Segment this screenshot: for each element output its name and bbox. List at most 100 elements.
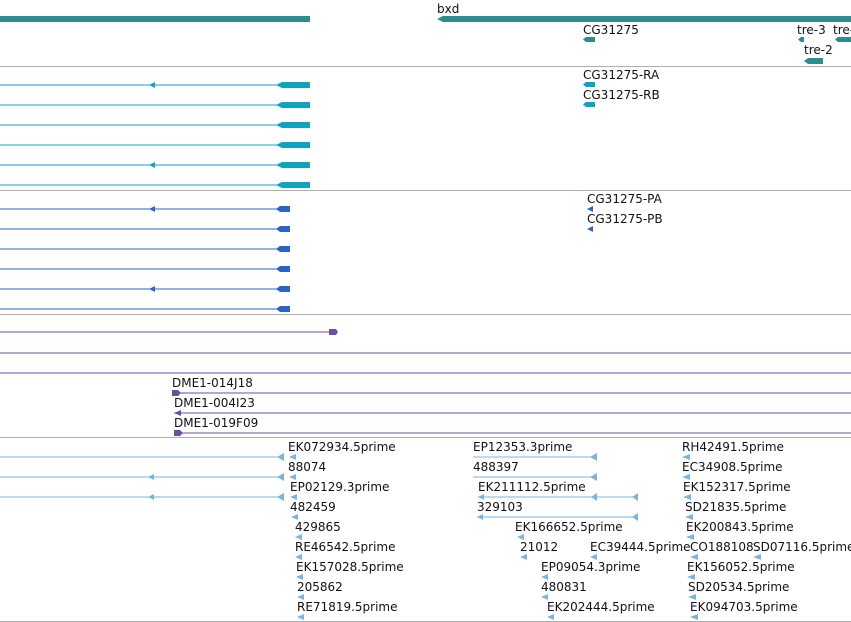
protein-label-pb[interactable]: CG31275-PB [587,212,663,226]
transcript-exon[interactable] [276,122,310,128]
gene-bar-tre-2[interactable] [804,58,823,64]
est-marker[interactable] [632,513,638,521]
est-marker[interactable] [682,474,690,480]
est-label[interactable]: EK152317.5prime [683,480,791,494]
est-label[interactable]: SD07116.5prime [753,540,851,554]
transcript-exon[interactable] [276,162,310,168]
est-marker[interactable] [277,493,284,501]
est-marker[interactable] [690,554,698,560]
est-marker[interactable] [685,514,693,520]
est-marker[interactable] [289,454,296,460]
est-label[interactable]: 329103 [477,500,523,514]
est-marker[interactable] [277,473,284,481]
est-marker[interactable] [590,554,597,560]
est-label[interactable]: 488397 [473,460,519,474]
transcript-feature-ra[interactable] [583,82,595,87]
est-label[interactable]: EC39444.5prime [590,540,691,554]
est-label[interactable]: EC34908.5prime [682,460,783,474]
est-marker[interactable] [687,574,695,580]
protein-block[interactable] [276,226,290,232]
gene-bar-tre-4[interactable] [835,37,851,42]
est-marker[interactable] [295,534,302,540]
transcript-exon[interactable] [276,82,310,88]
clone-start-marker[interactable] [172,390,181,396]
est-label[interactable]: EK166652.5prime [515,520,623,534]
clone-label-004i23[interactable]: DME1-004I23 [174,396,255,410]
est-label[interactable]: RE71819.5prime [297,600,398,614]
est-label[interactable]: EP02129.3prime [290,480,389,494]
transcript-exon[interactable] [276,102,310,108]
est-marker[interactable] [541,594,548,600]
est-marker[interactable] [591,493,597,501]
gene-bar-bxd[interactable] [437,16,851,22]
est-marker[interactable] [590,453,597,461]
gene-bar-cg31275[interactable] [583,37,595,42]
est-marker[interactable] [632,493,638,501]
est-marker[interactable] [290,494,297,500]
est-label[interactable]: 205862 [297,580,343,594]
est-marker[interactable] [277,453,284,461]
est-label[interactable]: EK094703.5prime [690,600,798,614]
protein-label-pa[interactable]: CG31275-PA [587,192,663,206]
protein-block[interactable] [276,246,290,252]
est-label[interactable]: SD21835.5prime [685,500,786,514]
est-marker[interactable] [541,574,548,580]
transcript-feature-rb[interactable] [583,102,595,107]
est-label[interactable]: EK211112.5prime [478,480,586,494]
est-marker[interactable] [753,554,761,560]
gene-label-tre-2[interactable]: tre-2 [804,43,833,57]
est-marker[interactable] [295,554,302,560]
protein-block[interactable] [276,306,290,312]
est-marker[interactable] [682,454,690,460]
transcript-label-rb[interactable]: CG31275-RB [583,88,660,102]
est-marker[interactable] [297,594,304,600]
est-label[interactable]: EP12353.3prime [473,440,572,454]
est-label[interactable]: EK156052.5prime [687,560,795,574]
est-marker[interactable] [547,614,554,620]
est-label[interactable]: 480831 [541,580,587,594]
gene-label-cg31275[interactable]: CG31275 [583,23,639,37]
transcript-label-ra[interactable]: CG31275-RA [583,68,660,82]
est-marker[interactable] [590,473,597,481]
protein-block[interactable] [276,266,290,272]
est-label[interactable]: RH42491.5prime [682,440,784,454]
clone-start-marker[interactable] [174,430,183,436]
est-label[interactable]: 21012 [520,540,558,554]
est-marker[interactable] [683,494,691,500]
gene-label-tre-3[interactable]: tre-3 [797,23,826,37]
est-label[interactable]: 482459 [290,500,336,514]
est-label[interactable]: 88074 [288,460,326,474]
clone-label-014j18[interactable]: DME1-014J18 [172,376,253,390]
est-marker[interactable] [690,614,698,620]
protein-block[interactable] [276,286,290,292]
est-marker[interactable] [289,474,296,480]
est-marker[interactable] [297,614,304,620]
est-label[interactable]: EK202444.5prime [547,600,655,614]
est-marker[interactable] [688,594,696,600]
gene-bar-tre-3[interactable] [798,37,804,42]
protein-block[interactable] [276,206,290,212]
est-marker[interactable] [296,574,303,580]
protein-feature-pb[interactable] [587,226,593,232]
clone-end-marker[interactable] [329,329,338,335]
est-label[interactable]: CO188108 [690,540,754,554]
est-marker[interactable] [517,534,524,540]
transcript-exon[interactable] [276,182,310,188]
est-label[interactable]: RE46542.5prime [295,540,396,554]
gene-bar-left[interactable] [0,16,310,22]
gene-label-bxd[interactable]: bxd [437,2,459,16]
est-label[interactable]: EK157028.5prime [296,560,404,574]
clone-label-019f09[interactable]: DME1-019F09 [174,416,258,430]
est-marker[interactable] [520,554,527,560]
est-label[interactable]: EK072934.5prime [288,440,396,454]
gene-label-tre-4[interactable]: tre-4 [833,23,851,37]
transcript-exon[interactable] [276,142,310,148]
est-label[interactable]: EK200843.5prime [686,520,794,534]
clone-start-marker[interactable] [174,410,181,416]
est-marker[interactable] [686,534,694,540]
est-label[interactable]: 429865 [295,520,341,534]
est-label[interactable]: EP09054.3prime [541,560,640,574]
est-label[interactable]: SD20534.5prime [688,580,789,594]
est-marker[interactable] [291,514,298,520]
protein-feature-pa [587,206,593,212]
